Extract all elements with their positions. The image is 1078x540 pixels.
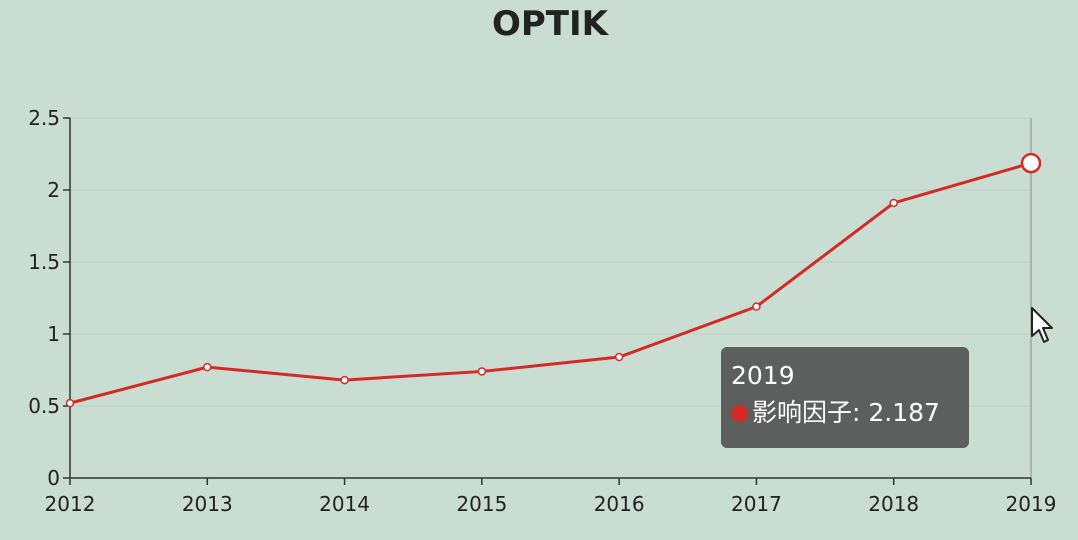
x-tick-label: 2018 [868,492,919,516]
x-tick-label: 2013 [182,492,233,516]
x-tick-label: 2016 [594,492,645,516]
y-tick-label: 2 [47,178,60,202]
tooltip-series-row: 影响因子: 2.187 [731,393,959,433]
x-tick-label: 2014 [319,492,370,516]
data-tooltip: 2019 影响因子: 2.187 [721,347,969,448]
data-point [614,352,624,362]
y-tick-label: 2.5 [28,106,60,130]
data-point-highlighted [1020,152,1042,174]
chart-title: OPTIK [491,4,608,44]
data-point [340,375,349,385]
y-tick-label: 0.5 [28,394,60,418]
tick-labels: 0 0.5 1 1.5 2 2.5 2012 2013 2014 2015 2016 2017 2018… [28,106,1056,516]
x-tick-label: 2017 [731,492,782,516]
tooltip-x-label: 2019 [731,361,795,390]
data-point [889,198,898,208]
axes [63,117,1032,485]
data-point [65,398,75,408]
data-point [203,362,212,372]
x-tick-label: 2015 [456,492,507,516]
y-tick-label: 1 [47,322,60,346]
tooltip-series-dot-icon [731,405,748,422]
y-tick-label: 0 [47,466,60,490]
tooltip-series-value: 影响因子: 2.187 [752,398,940,427]
data-point [477,367,487,376]
arrow-pointer-icon [1031,307,1053,343]
series-layer [65,152,1042,408]
series-line [69,161,1032,405]
data-point [752,302,761,311]
x-tick-label: 2019 [1006,492,1057,516]
x-tick-label: 2012 [45,492,96,516]
y-tick-label: 1.5 [28,250,60,274]
